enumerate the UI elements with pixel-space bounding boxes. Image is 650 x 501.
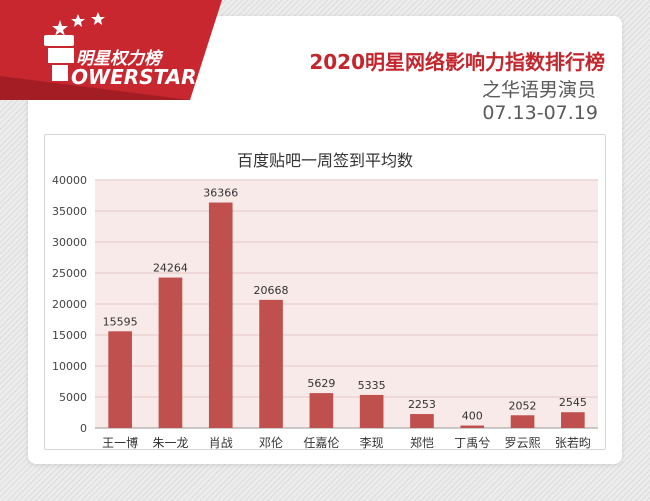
chart-title: 百度贴吧一周签到平均数 xyxy=(236,151,413,170)
y-tick-label: 30000 xyxy=(52,236,87,249)
bar xyxy=(561,412,585,428)
data-label: 15595 xyxy=(103,315,138,328)
bar xyxy=(359,394,384,428)
data-label: 5335 xyxy=(358,379,386,392)
x-tick-label: 肖战 xyxy=(209,436,233,450)
bar xyxy=(510,415,535,428)
bar xyxy=(309,393,334,428)
y-tick-label: 25000 xyxy=(52,267,87,280)
star-icons xyxy=(52,12,105,36)
fist-logo-icon xyxy=(44,35,74,81)
bar xyxy=(208,202,233,428)
y-tick-label: 10000 xyxy=(52,360,87,373)
bar xyxy=(158,277,183,428)
data-label: 5629 xyxy=(307,377,335,390)
x-tick-label: 张若昀 xyxy=(555,436,591,450)
logo-text-en: OWERSTAR xyxy=(71,65,197,89)
page-title: 2020明星网络影响力指数排行榜 xyxy=(309,50,605,74)
data-label: 2052 xyxy=(509,399,537,412)
x-tick-label: 王一博 xyxy=(102,435,138,450)
date-range: 07.13-07.19 xyxy=(482,102,598,124)
x-tick-label: 邓伦 xyxy=(259,435,283,450)
x-tick-label: 朱一龙 xyxy=(152,436,188,450)
star-icon xyxy=(71,14,85,27)
bar xyxy=(460,425,485,428)
x-tick-label: 任嘉伦 xyxy=(303,435,339,450)
bar xyxy=(259,299,283,428)
data-label: 2253 xyxy=(408,398,436,411)
star-icon xyxy=(91,12,105,25)
y-tick-label: 5000 xyxy=(59,391,87,404)
banner-shadow xyxy=(0,76,190,100)
data-label: 36366 xyxy=(203,187,238,200)
data-label: 400 xyxy=(462,410,483,423)
logo-text-cn: 明星权力榜 xyxy=(76,49,164,69)
y-tick-label: 40000 xyxy=(52,174,87,187)
x-tick-label: 丁禹兮 xyxy=(454,436,490,450)
y-tick-label: 0 xyxy=(80,422,87,435)
data-label: 2545 xyxy=(559,396,587,409)
bar xyxy=(410,414,434,428)
x-tick-label: 郑恺 xyxy=(410,435,434,450)
y-tick-label: 35000 xyxy=(52,205,87,218)
x-tick-label: 罗云熙 xyxy=(505,436,541,450)
y-tick-label: 20000 xyxy=(52,298,87,311)
powerstar-banner: 明星权力榜 OWERSTAR xyxy=(0,0,222,100)
page-subtitle: 之华语男演员 xyxy=(481,79,596,101)
y-tick-label: 15000 xyxy=(52,329,87,342)
bar xyxy=(108,331,132,428)
star-icon xyxy=(52,20,68,36)
x-tick-label: 李现 xyxy=(360,435,384,450)
data-label: 24264 xyxy=(153,262,188,275)
data-label: 20668 xyxy=(254,284,289,297)
